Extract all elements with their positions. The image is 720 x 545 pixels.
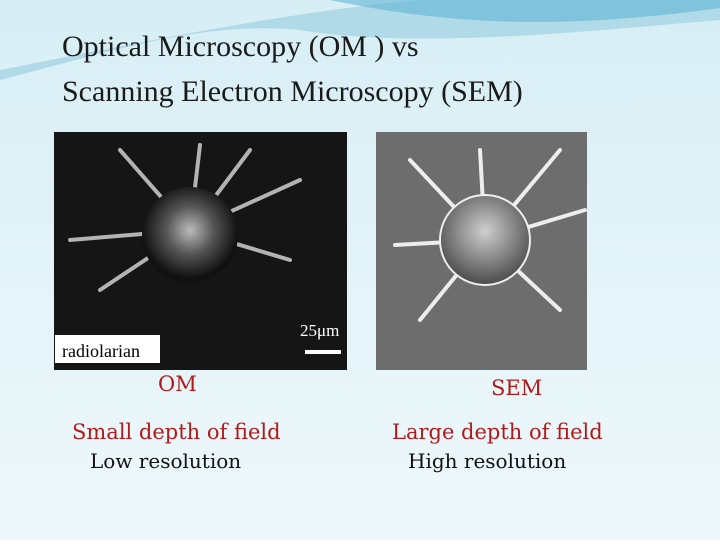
title-line: Optical Microscopy (OM ) vs [62,30,419,63]
sem-image [376,132,587,370]
label-box [55,335,160,363]
property: Low resolution [90,449,241,473]
scale-label: 25μm [300,321,339,340]
caption: SEM [491,376,542,400]
property: Small depth of field [72,420,281,444]
title-line: Scanning Electron Microscopy (SEM) [62,75,523,108]
property: High resolution [408,449,566,473]
scale-bar [305,350,341,354]
property: Large depth of field [392,420,603,444]
image-label: radiolarian [62,341,140,361]
om-image [54,132,347,370]
caption: OM [158,372,197,396]
wave [330,0,720,22]
